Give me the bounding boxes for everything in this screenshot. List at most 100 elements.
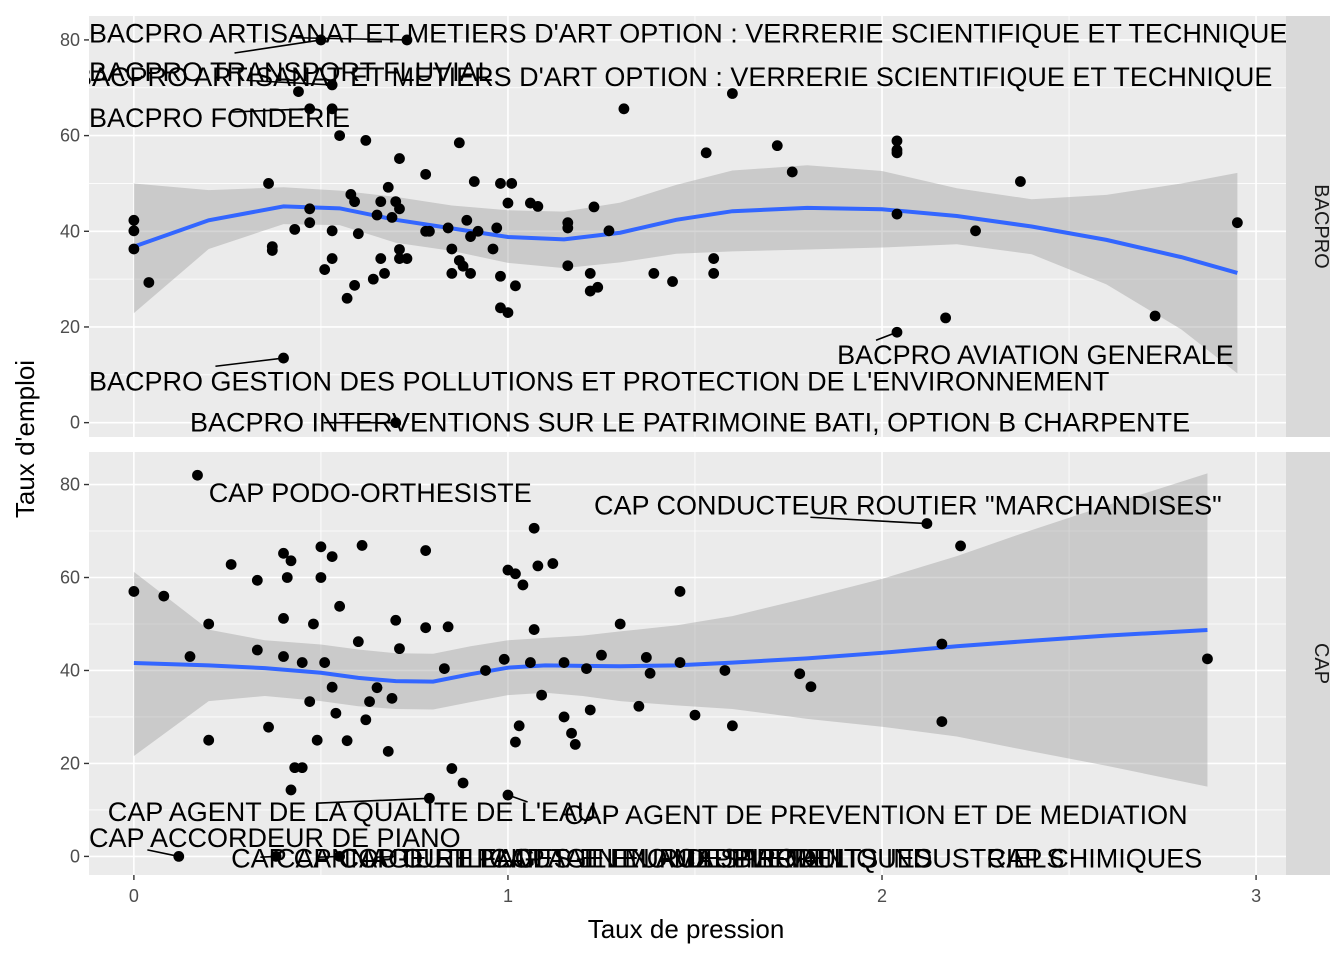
x-tick-label: 0 [129,886,139,906]
data-point [700,147,712,159]
label-leader-line [215,357,284,368]
data-point [281,572,293,583]
data-point [936,638,948,650]
data-point [420,168,432,180]
data-point [558,711,570,723]
data-point [495,270,506,282]
data-point [532,201,544,212]
point-label: BACPRO FONDERIE [89,103,350,133]
data-point [517,579,529,591]
data-point [581,663,592,675]
data-point [528,624,540,635]
data-point [251,644,263,656]
data-point [420,622,432,634]
y-tick-label: 60 [60,568,80,588]
data-point [465,267,476,279]
data-point [263,178,274,189]
data-point [446,267,458,279]
data-point [394,244,405,255]
data-point [352,228,364,240]
data-point [465,231,476,242]
data-point [341,735,353,747]
data-point [304,696,316,708]
point-label: BACPRO TRANSPORT FLUVIAL [89,57,493,87]
data-point [371,209,383,221]
data-point [502,307,514,319]
data-point [794,668,806,680]
data-point [334,600,346,612]
label-leader-line [246,79,333,86]
data-point [771,140,783,152]
data-point [360,714,372,726]
data-point [326,79,338,91]
data-point [502,197,514,209]
data-point [1231,217,1243,229]
data-point [308,618,319,630]
data-point [251,574,263,586]
chart-panels: 0 20 40 60 80 BACPRO ARTISANAT ET METIERS D'A… [60,16,1332,875]
x-tick-label: 3 [1251,886,1261,906]
data-point [326,253,338,264]
panel-background [89,16,1286,437]
data-point [569,738,581,750]
y-tick-label: 60 [60,126,80,146]
data-point [394,253,405,264]
data-point [603,225,615,237]
data-point [708,253,720,264]
data-point [128,214,140,226]
data-point [278,547,289,559]
point-label: CAP CHIMIQUES [987,844,1203,874]
data-point [562,260,574,272]
data-point [128,243,140,255]
data-point [457,777,469,789]
data-point [173,851,185,862]
point-label: CAP COUTURE FLOU [276,844,552,874]
data-point [285,784,297,796]
data-point [536,689,548,701]
data-point [293,86,304,97]
data-point [311,734,323,746]
panel-cap: 0 20 40 60 80 CAP PODO-ORTHESISTE CAP CONDUCTE… [60,452,1332,875]
data-point [1202,653,1213,665]
data-point [584,704,596,716]
data-point [278,352,289,364]
data-point [225,559,237,570]
data-point [513,720,525,732]
data-point [461,214,473,226]
data-point [263,721,274,733]
data-point [921,518,933,529]
data-point [184,651,196,662]
data-point [371,682,383,694]
point-label: CAP TAILLEUR DE PIERRE [489,844,831,874]
data-point [386,212,398,223]
data-point [319,657,331,668]
point-labels: BACPRO ARTISANAT ET METIERS D'ART OPTION… [89,19,1286,438]
data-point [891,135,903,147]
data-point [349,279,360,291]
y-tick-label: 20 [60,753,80,773]
data-point [891,208,903,220]
x-axis-title: Taux de pression [588,914,785,944]
data-point [498,653,510,665]
data-point [726,720,738,732]
data-point [349,196,360,208]
data-point [203,618,215,630]
data-point [480,665,491,676]
data-point [584,267,596,279]
data-point [423,792,435,804]
data-point [334,130,346,142]
data-point [356,540,368,551]
data-point [648,267,660,279]
data-point [491,222,503,234]
data-point [547,558,559,569]
data-point [442,621,454,633]
label-leader-line [810,516,927,525]
data-point [401,253,413,264]
label-leader-line [376,855,396,859]
point-label: BACPRO INTERVENTIONS SUR LE PATRIMOINE B… [190,408,1190,438]
data-point [192,469,203,481]
data-point [940,312,952,324]
data-point [633,700,645,712]
data-point [558,657,570,668]
